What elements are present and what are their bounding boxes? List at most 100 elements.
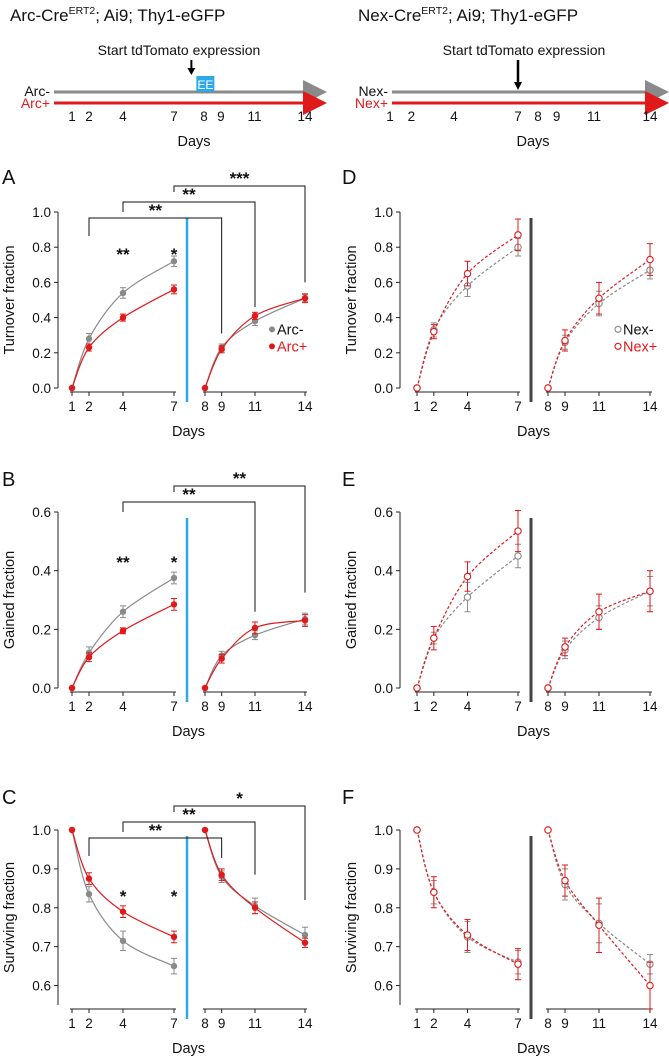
timeline-day-tick: 8 [534, 109, 542, 124]
y-axis-label: Gained fraction [2, 551, 18, 649]
x-tick-label: 4 [464, 699, 472, 714]
data-point-Arc+ [251, 312, 259, 320]
data-point-Nex+ [544, 384, 552, 392]
y-axis-label: Surviving fraction [344, 862, 360, 973]
data-point-Arc+ [251, 904, 259, 911]
data-point-Nex+ [514, 960, 522, 968]
y-tick-label: 0.8 [374, 240, 393, 255]
y-tick-label: 1.0 [374, 823, 393, 838]
significance-bracket [173, 805, 306, 900]
x-tick-label: 9 [218, 699, 226, 714]
data-point-Arc+ [301, 295, 309, 302]
data-point-Nex+ [561, 643, 569, 651]
left-header-title: Arc-CreERT2; Ai9; Thy1-eGFP [10, 5, 225, 25]
fit-curve-Arc+ [71, 829, 175, 938]
timeline-day-tick: 4 [450, 109, 458, 124]
data-point-Arc- [170, 962, 178, 970]
significance-bracket [88, 837, 223, 858]
bracket-stars: *** [230, 169, 250, 188]
data-point-Nex+ [430, 327, 438, 336]
y-tick-label: 1.0 [32, 205, 51, 220]
timeline-day-tick: 14 [642, 109, 658, 124]
x-tick-label: 7 [514, 1016, 522, 1031]
y-tick-label: 0.8 [374, 901, 393, 916]
y-tick-label: 0.8 [32, 901, 51, 916]
legend-label-pos: Nex+ [623, 339, 657, 355]
significance-star: * [171, 245, 178, 264]
x-tick-label: 4 [119, 699, 127, 714]
significance-star: * [171, 887, 178, 906]
x-axis-label: Days [172, 424, 205, 440]
data-point-Arc+ [170, 933, 178, 941]
timeline-pos-label: Arc+ [21, 95, 50, 111]
x-tick-label: 2 [85, 1016, 93, 1031]
fit-curve-Arc+ [204, 619, 306, 689]
fit-curve-Arc- [71, 577, 175, 689]
data-point-Arc+ [119, 908, 127, 915]
significance-bracket [122, 501, 256, 612]
data-point-Arc- [119, 289, 127, 297]
data-point-Arc+ [170, 601, 178, 608]
y-tick-label: 0.9 [32, 862, 51, 877]
data-point-Arc+ [85, 344, 93, 351]
fit-curve-Nex+ [547, 259, 651, 389]
x-axis-label: Days [517, 1041, 550, 1057]
fit-curve-Nex+ [416, 234, 519, 389]
start-expression-label: Start tdTomato expression [98, 42, 261, 58]
data-point-Nex+ [544, 826, 552, 834]
y-tick-label: 0.4 [32, 564, 51, 579]
x-axis-label: Days [172, 724, 205, 740]
y-tick-label: 0.2 [374, 346, 393, 361]
data-point-Nex+ [413, 384, 421, 392]
x-tick-label: 8 [201, 399, 209, 414]
x-tick-label: 8 [544, 399, 552, 414]
start-expression-label: Start tdTomato expression [443, 42, 606, 58]
x-tick-label: 1 [413, 699, 421, 714]
x-tick-label: 4 [464, 399, 472, 414]
timeline-days-label: Days [516, 134, 549, 150]
y-tick-label: 0.6 [32, 979, 51, 994]
data-point-Nex+ [646, 981, 654, 990]
y-tick-label: 0.6 [32, 505, 51, 520]
fit-curve-Arc+ [204, 297, 306, 389]
data-point-Arc+ [201, 384, 209, 392]
x-tick-label: 8 [544, 1016, 552, 1031]
fit-curve-Nex+ [416, 530, 519, 689]
x-tick-label: 9 [218, 399, 226, 414]
significance-star: * [120, 887, 127, 906]
y-tick-label: 0.0 [374, 381, 393, 396]
x-tick-label: 1 [413, 399, 421, 414]
x-tick-label: 8 [201, 699, 209, 714]
x-tick-label: 2 [85, 699, 93, 714]
data-point-Arc- [170, 258, 178, 265]
x-tick-label: 14 [297, 399, 313, 414]
data-point-Nex+ [595, 921, 603, 930]
x-tick-label: 8 [544, 699, 552, 714]
fit-curve-Nex- [547, 590, 651, 689]
timeline-day-tick: 14 [297, 109, 313, 124]
data-point-Nex+ [430, 888, 438, 896]
fit-curve-Arc+ [71, 603, 175, 689]
x-tick-label: 4 [119, 399, 127, 414]
y-tick-label: 1.0 [374, 205, 393, 220]
right-header-title: Nex-CreERT2; Ai9; Thy1-eGFP [358, 5, 578, 25]
fit-curve-Arc+ [71, 288, 175, 389]
y-axis-label: Gained fraction [344, 551, 360, 649]
x-axis-label: Days [172, 1041, 205, 1057]
panel-C: C 0.6 0.7 0.8 0.9 1.0 Surviving fraction 1 2 4 7 8 9… [2, 787, 313, 1057]
data-point-Nex+ [463, 269, 472, 278]
data-point-Nex+ [544, 684, 552, 692]
y-tick-label: 0.7 [374, 940, 393, 955]
legend-marker-neg [269, 326, 275, 333]
panel-B: B 0.0 0.2 0.4 0.6 Gained fraction 1 2 4 7 8 9 11 14 Da… [2, 469, 313, 740]
x-tick-label: 2 [85, 399, 93, 414]
x-tick-label: 1 [68, 399, 76, 414]
ee-label: EE [197, 78, 213, 92]
y-tick-label: 0.6 [32, 275, 51, 290]
significance-star: ** [116, 553, 130, 572]
data-point-Arc+ [251, 624, 259, 632]
start-arrow-head [514, 82, 522, 90]
x-tick-label: 14 [642, 699, 658, 714]
